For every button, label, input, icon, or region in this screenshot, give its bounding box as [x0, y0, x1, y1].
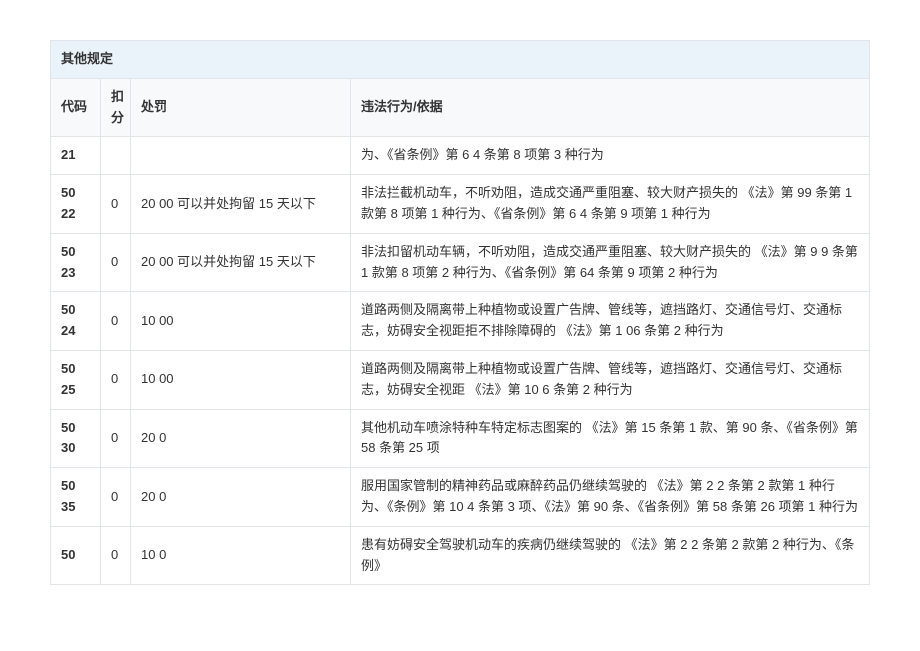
cell-basis: 患有妨碍安全驾驶机动车的疾病仍继续驾驶的 《法》第 2 2 条第 2 款第 2 …: [351, 526, 870, 585]
cell-basis: 道路两侧及隔离带上种植物或设置广告牌、管线等，遮挡路灯、交通信号灯、交通标志，妨…: [351, 350, 870, 409]
cell-basis: 道路两侧及隔离带上种植物或设置广告牌、管线等，遮挡路灯、交通信号灯、交通标志，妨…: [351, 292, 870, 351]
cell-basis: 服用国家管制的精神药品或麻醉药品仍继续驾驶的 《法》第 2 2 条第 2 款第 …: [351, 468, 870, 527]
table-row: 50 350 20 0服用国家管制的精神药品或麻醉药品仍继续驾驶的 《法》第 2…: [51, 468, 870, 527]
cell-code: 50: [51, 526, 101, 585]
col-basis: 违法行为/依据: [351, 78, 870, 137]
cell-basis: 其他机动车喷涂特种车特定标志图案的 《法》第 15 条第 1 款、第 90 条、…: [351, 409, 870, 468]
cell-score: 0: [101, 468, 131, 527]
table-row: 50 230 20 00 可以并处拘留 15 天以下非法扣留机动车辆，不听劝阻，…: [51, 233, 870, 292]
cell-code: 21: [51, 137, 101, 175]
col-penalty: 处罚: [131, 78, 351, 137]
cell-code: 50 25: [51, 350, 101, 409]
col-score: 扣分: [101, 78, 131, 137]
cell-score: [101, 137, 131, 175]
cell-code: 50 23: [51, 233, 101, 292]
cell-penalty: 20 00 可以并处拘留 15 天以下: [131, 233, 351, 292]
cell-score: 0: [101, 292, 131, 351]
cell-penalty: 10 00: [131, 350, 351, 409]
cell-code: 50 22: [51, 175, 101, 234]
cell-score: 0: [101, 233, 131, 292]
regulations-table: 其他规定 代码 扣分 处罚 违法行为/依据 21 为、《省条例》第 6 4 条第 …: [50, 40, 870, 585]
table-row: 500 10 0患有妨碍安全驾驶机动车的疾病仍继续驾驶的 《法》第 2 2 条第…: [51, 526, 870, 585]
table-row: 50 300 20 0其他机动车喷涂特种车特定标志图案的 《法》第 15 条第 …: [51, 409, 870, 468]
cell-score: 0: [101, 526, 131, 585]
section-title: 其他规定: [51, 41, 870, 79]
cell-penalty: 20 0: [131, 409, 351, 468]
column-header-row: 代码 扣分 处罚 违法行为/依据: [51, 78, 870, 137]
cell-penalty: 10 00: [131, 292, 351, 351]
cell-code: 50 24: [51, 292, 101, 351]
section-header-row: 其他规定: [51, 41, 870, 79]
table-row: 50 220 20 00 可以并处拘留 15 天以下非法拦截机动车，不听劝阻，造…: [51, 175, 870, 234]
table-row: 21 为、《省条例》第 6 4 条第 8 项第 3 种行为: [51, 137, 870, 175]
cell-penalty: 20 00 可以并处拘留 15 天以下: [131, 175, 351, 234]
col-code: 代码: [51, 78, 101, 137]
cell-basis: 非法扣留机动车辆，不听劝阻，造成交通严重阻塞、较大财产损失的 《法》第 9 9 …: [351, 233, 870, 292]
cell-code: 50 30: [51, 409, 101, 468]
cell-code: 50 35: [51, 468, 101, 527]
cell-basis: 非法拦截机动车，不听劝阻，造成交通严重阻塞、较大财产损失的 《法》第 99 条第…: [351, 175, 870, 234]
cell-score: 0: [101, 175, 131, 234]
cell-penalty: [131, 137, 351, 175]
cell-penalty: 10 0: [131, 526, 351, 585]
cell-basis: 为、《省条例》第 6 4 条第 8 项第 3 种行为: [351, 137, 870, 175]
cell-score: 0: [101, 350, 131, 409]
table-row: 50 250 10 00道路两侧及隔离带上种植物或设置广告牌、管线等，遮挡路灯、…: [51, 350, 870, 409]
table-row: 50 240 10 00道路两侧及隔离带上种植物或设置广告牌、管线等，遮挡路灯、…: [51, 292, 870, 351]
cell-penalty: 20 0: [131, 468, 351, 527]
cell-score: 0: [101, 409, 131, 468]
